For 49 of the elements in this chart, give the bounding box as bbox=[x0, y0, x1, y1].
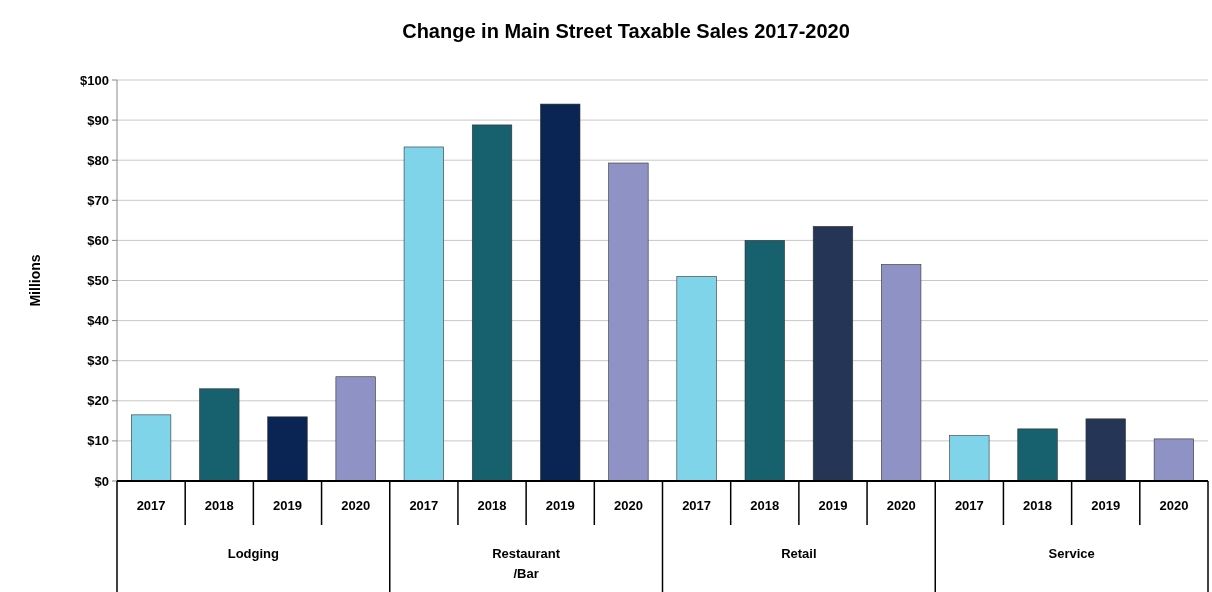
bar bbox=[608, 162, 649, 482]
y-tick-label: $50 bbox=[87, 273, 109, 289]
x-tick-label: 2018 bbox=[204, 497, 234, 513]
text: Retail bbox=[781, 546, 817, 561]
y-tick-label: $30 bbox=[87, 353, 109, 369]
text: Lodging bbox=[227, 546, 280, 561]
y-tick-label: $20 bbox=[87, 393, 109, 409]
bar bbox=[744, 240, 785, 482]
x-tick-label: 2019 bbox=[1091, 497, 1121, 513]
bar bbox=[812, 226, 854, 482]
y-tick-label: $100 bbox=[80, 72, 109, 88]
bar bbox=[199, 388, 240, 482]
y-tick-label: $80 bbox=[87, 152, 109, 168]
x-tick-label: 2020 bbox=[1159, 497, 1189, 513]
x-tick-label: 2020 bbox=[886, 497, 916, 513]
x-tick-label: 2019 bbox=[818, 497, 848, 513]
bar bbox=[540, 103, 581, 482]
y-tick-label: $90 bbox=[87, 112, 109, 128]
y-axis-title: Millions bbox=[27, 254, 43, 307]
x-tick-label: 2019 bbox=[273, 497, 302, 513]
x-tick-label: 2017 bbox=[682, 497, 712, 513]
bar bbox=[881, 264, 922, 482]
bar bbox=[676, 276, 717, 482]
x-tick-label: 2018 bbox=[1023, 497, 1052, 513]
x-tick-label: 2019 bbox=[545, 497, 575, 513]
y-tick-label: $10 bbox=[87, 433, 109, 449]
bar bbox=[403, 146, 444, 482]
bar bbox=[1017, 428, 1058, 482]
chart-title: Change in Main Street Taxable Sales 2017-2020 bbox=[402, 20, 850, 42]
y-tick-label: $40 bbox=[87, 313, 109, 329]
bar bbox=[471, 124, 513, 482]
bar bbox=[267, 416, 308, 482]
bar bbox=[335, 376, 376, 482]
x-tick-label: 2017 bbox=[409, 497, 439, 513]
x-tick-label: 2018 bbox=[477, 497, 507, 513]
x-tick-label: 2017 bbox=[136, 497, 166, 513]
bar bbox=[1085, 418, 1126, 482]
text: Service bbox=[1048, 546, 1095, 561]
x-tick-label: 2018 bbox=[750, 497, 780, 513]
y-tick-label: $70 bbox=[87, 192, 109, 208]
text: Restaurant /Bar bbox=[492, 546, 561, 581]
y-tick-label: $0 bbox=[94, 473, 109, 489]
x-tick-label: 2020 bbox=[613, 497, 643, 513]
bar bbox=[1153, 438, 1194, 482]
bar bbox=[131, 414, 172, 482]
x-tick-label: 2017 bbox=[954, 497, 984, 513]
bar bbox=[949, 435, 990, 482]
x-tick-label: 2020 bbox=[341, 497, 371, 513]
y-tick-label: $60 bbox=[87, 232, 109, 248]
